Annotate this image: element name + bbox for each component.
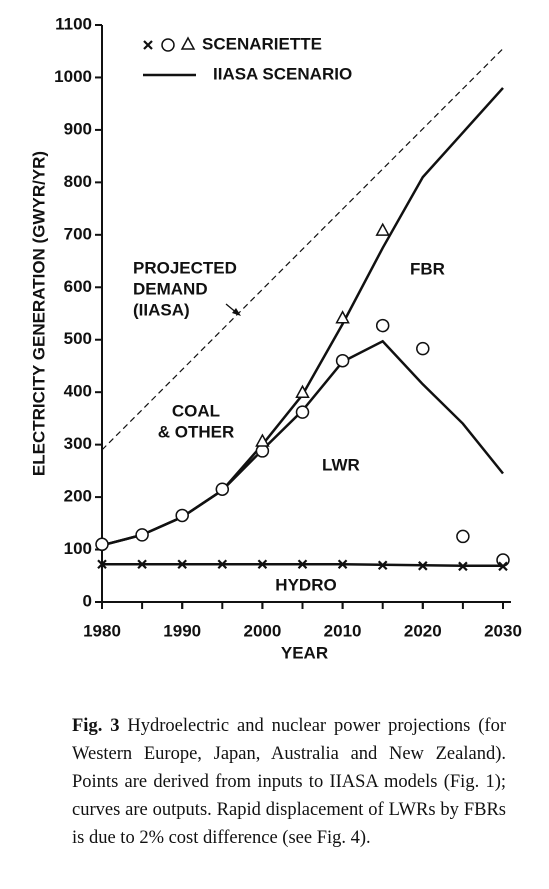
triangle-marker — [180, 36, 196, 50]
legend-label: IIASA SCENARIO — [213, 64, 352, 83]
circle-marker — [335, 353, 350, 368]
triangle-marker — [375, 222, 390, 236]
annotation: DEMAND — [133, 279, 208, 298]
y-tick-label: 600 — [64, 277, 92, 296]
caption-label: Fig. 3 — [72, 716, 120, 736]
circle-marker — [496, 553, 510, 567]
circle-marker — [375, 318, 390, 333]
cross-marker — [337, 559, 348, 570]
x-tick-label: 2030 — [484, 621, 522, 640]
circle-marker — [161, 38, 175, 52]
y-tick-label: 200 — [64, 487, 92, 506]
y-tick-label: 0 — [83, 591, 92, 610]
annotation: FBR — [410, 259, 445, 278]
cross-marker — [297, 559, 308, 570]
y-tick-label: 800 — [64, 172, 92, 191]
cross-marker — [458, 561, 468, 572]
x-tick-label: 2000 — [243, 621, 281, 640]
y-tick-label: 900 — [64, 119, 92, 138]
x-tick-label: 1990 — [163, 621, 201, 640]
caption: Fig. 3 Hydroelectric and nuclear power p… — [72, 712, 506, 852]
cross-marker — [137, 559, 147, 570]
triangle-marker — [255, 433, 270, 447]
annotation: HYDRO — [275, 575, 336, 594]
caption-text: Hydroelectric and nuclear power projecti… — [72, 716, 506, 848]
annotation: COAL — [172, 401, 220, 420]
y-tick-label: 1000 — [54, 67, 92, 86]
circle-marker — [295, 405, 310, 419]
triangle-marker — [295, 384, 310, 398]
y-tick-label: 400 — [64, 382, 92, 401]
y-axis-label: ELECTRICITY GENERATION (GWYR/YR) — [29, 151, 48, 476]
annotation: LWR — [322, 455, 360, 474]
annotation: PROJECTED — [133, 258, 237, 277]
y-tick-label: 1100 — [55, 14, 92, 33]
circle-marker — [135, 528, 149, 542]
circle-marker — [95, 537, 109, 552]
cross-marker — [143, 40, 153, 50]
cross-marker — [177, 559, 187, 570]
x-axis-label: YEAR — [281, 643, 328, 662]
annotation: & OTHER — [158, 422, 235, 441]
cross-marker — [377, 560, 388, 571]
x-tick-label: 1980 — [83, 621, 121, 640]
y-tick-label: 700 — [64, 224, 92, 243]
circle-marker — [456, 529, 470, 544]
triangle-marker — [335, 310, 350, 324]
circle-marker — [215, 482, 230, 496]
x-tick-label: 2010 — [324, 621, 362, 640]
x-tick-label: 2020 — [404, 621, 442, 640]
y-tick-label: 100 — [64, 539, 92, 558]
line — [101, 48, 504, 451]
cross-marker — [97, 559, 107, 570]
annotation-arrowhead — [232, 308, 241, 316]
line — [101, 339, 504, 547]
legend-label: SCENARIETTE — [202, 34, 322, 53]
cross-marker — [498, 561, 508, 572]
y-tick-label: 500 — [64, 329, 92, 348]
circle-marker — [175, 508, 189, 523]
circle-marker — [416, 341, 430, 356]
cross-marker — [217, 559, 228, 570]
chart: 0 100 200 300 400 500 600 700 800 900 1000 1100 1980… — [29, 14, 522, 662]
cross-marker — [418, 561, 428, 571]
cross-marker — [257, 559, 268, 570]
annotation: (IIASA) — [133, 300, 190, 319]
y-tick-label: 300 — [64, 434, 92, 453]
